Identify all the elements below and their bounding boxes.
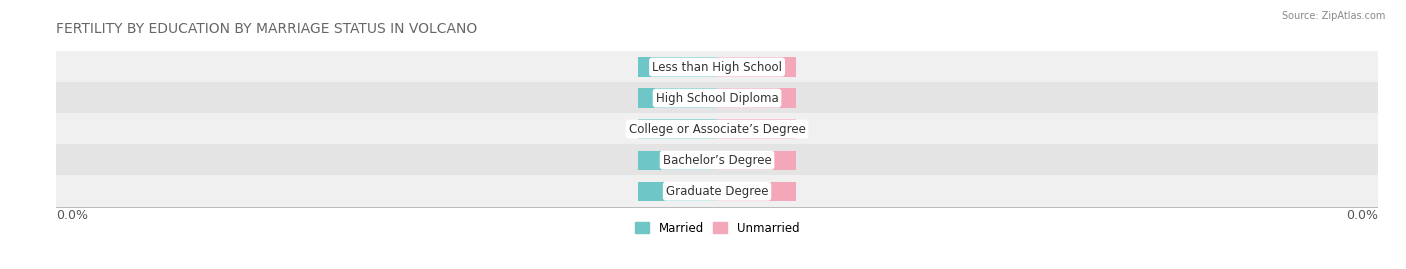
- Bar: [717, 119, 796, 139]
- Text: Less than High School: Less than High School: [652, 61, 782, 73]
- Text: 0.0%: 0.0%: [664, 186, 690, 196]
- Text: FERTILITY BY EDUCATION BY MARRIAGE STATUS IN VOLCANO: FERTILITY BY EDUCATION BY MARRIAGE STATU…: [56, 22, 478, 36]
- Text: Bachelor’s Degree: Bachelor’s Degree: [662, 154, 772, 167]
- Text: 0.0%: 0.0%: [664, 62, 690, 72]
- Bar: [56, 113, 1378, 146]
- Text: 0.0%: 0.0%: [664, 155, 690, 165]
- Text: 0.0%: 0.0%: [744, 124, 770, 134]
- Text: 0.0%: 0.0%: [744, 62, 770, 72]
- Bar: [717, 89, 796, 108]
- Text: 0.0%: 0.0%: [664, 93, 690, 103]
- Bar: [56, 82, 1378, 114]
- Text: 0.0%: 0.0%: [664, 124, 690, 134]
- Bar: [56, 175, 1378, 208]
- Bar: [638, 89, 717, 108]
- Bar: [638, 182, 717, 201]
- Text: High School Diploma: High School Diploma: [655, 91, 779, 105]
- Bar: [56, 51, 1378, 83]
- Bar: [56, 144, 1378, 176]
- Bar: [717, 151, 796, 170]
- Bar: [717, 57, 796, 77]
- Bar: [638, 57, 717, 77]
- Text: Source: ZipAtlas.com: Source: ZipAtlas.com: [1281, 11, 1385, 21]
- Legend: Married, Unmarried: Married, Unmarried: [630, 217, 804, 239]
- Text: 0.0%: 0.0%: [744, 155, 770, 165]
- Text: Graduate Degree: Graduate Degree: [666, 185, 768, 198]
- Bar: [638, 151, 717, 170]
- Bar: [717, 182, 796, 201]
- Text: 0.0%: 0.0%: [56, 209, 89, 222]
- Bar: [638, 119, 717, 139]
- Text: 0.0%: 0.0%: [1346, 209, 1378, 222]
- Text: 0.0%: 0.0%: [744, 93, 770, 103]
- Text: College or Associate’s Degree: College or Associate’s Degree: [628, 123, 806, 136]
- Text: 0.0%: 0.0%: [744, 186, 770, 196]
